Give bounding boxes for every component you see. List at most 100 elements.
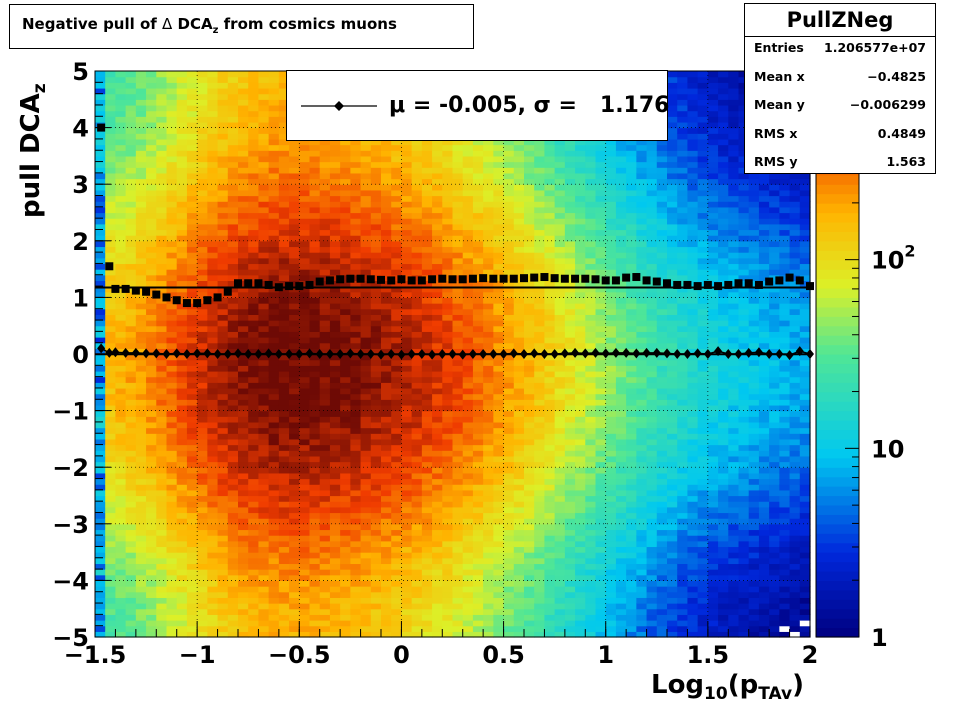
heatmap-cell (585, 354, 597, 361)
heatmap-cell (217, 167, 229, 174)
heatmap-cell (115, 472, 127, 480)
heatmap-cell (166, 235, 178, 242)
heatmap-cell (105, 574, 117, 581)
heatmap-cell (442, 178, 454, 185)
heatmap-cell (329, 223, 341, 231)
heatmap-cell (554, 201, 566, 208)
heatmap-cell (472, 240, 484, 248)
heatmap-cell (421, 308, 433, 315)
heatmap-cell (319, 495, 331, 502)
heatmap-cell (472, 150, 484, 157)
heatmap-cell (156, 127, 168, 134)
heatmap-cell (554, 240, 566, 248)
heatmap-cell (207, 104, 219, 112)
heatmap-cell (207, 263, 219, 270)
heatmap-cell (524, 348, 535, 355)
heatmap-cell (595, 472, 607, 480)
heatmap-cell (503, 286, 515, 293)
heatmap-cell (472, 523, 484, 531)
heatmap-cell (95, 461, 106, 468)
heatmap-cell (452, 286, 464, 293)
heatmap-cell (493, 529, 505, 536)
heatmap-cell (595, 580, 607, 587)
heatmap-cell (442, 257, 454, 265)
heatmap-cell (503, 455, 515, 463)
heatmap-cell (432, 580, 443, 587)
heatmap-cell (227, 501, 239, 508)
heatmap-cell (217, 235, 229, 242)
heatmap-cell (227, 246, 239, 253)
heatmap-cell (493, 472, 505, 480)
heatmap-cell (248, 303, 260, 310)
heatmap-cell (472, 348, 484, 355)
heatmap-cell (278, 172, 290, 180)
heatmap-cell (534, 161, 546, 168)
heatmap-cell (340, 399, 351, 406)
heatmap-cell (227, 76, 239, 83)
heatmap-cell (472, 472, 484, 480)
heatmap-cell (146, 518, 157, 525)
heatmap-cell (146, 320, 157, 327)
heatmap-cell (146, 325, 157, 332)
heatmap-cell (268, 557, 280, 565)
heatmap-cell (268, 82, 280, 89)
heatmap-cell (381, 269, 392, 276)
heatmap-cell (575, 297, 586, 304)
heatmap-cell (309, 167, 321, 174)
heatmap-cell (258, 506, 270, 514)
heatmap-cell (105, 603, 117, 610)
heatmap-cell (421, 614, 433, 621)
heatmap-cell (156, 348, 168, 355)
heatmap-cell (125, 467, 137, 474)
heatmap-cell (268, 235, 280, 242)
heatmap-cell (95, 246, 106, 253)
heatmap-cell (197, 529, 208, 536)
heatmap-cell (258, 489, 270, 497)
heatmap-cell (156, 427, 168, 434)
heatmap-cell (575, 540, 586, 548)
heatmap-cell (360, 563, 372, 570)
heatmap-cell (95, 274, 106, 282)
heatmap-cell (503, 370, 515, 378)
heatmap-cell (248, 269, 260, 276)
heatmap-cell (462, 501, 474, 508)
heatmap-cell (534, 314, 546, 321)
heatmap-cell (186, 540, 198, 548)
heatmap-cell (105, 625, 117, 632)
heatmap-cell (268, 167, 280, 174)
heatmap-cell (442, 597, 454, 604)
heatmap-cell (534, 246, 546, 253)
heatmap-cell (309, 235, 321, 242)
heatmap-cell (462, 212, 474, 219)
heatmap-cell (564, 438, 576, 446)
heatmap-cell (381, 399, 392, 406)
heatmap-cell (156, 206, 168, 214)
heatmap-cell (227, 410, 239, 417)
heatmap-cell (268, 387, 280, 395)
heatmap-cell (442, 467, 454, 474)
heatmap-cell (503, 586, 515, 593)
heatmap-cell (289, 540, 300, 548)
heatmap-cell (176, 133, 188, 140)
heatmap-cell (268, 359, 280, 366)
heatmap-cell (248, 280, 260, 287)
heatmap-cell (575, 337, 586, 344)
heatmap-cell (360, 472, 372, 480)
heatmap-cell (462, 138, 474, 146)
heatmap-cell (238, 563, 249, 570)
heatmap-cell (207, 308, 219, 315)
heatmap-cell (564, 320, 576, 327)
heatmap-cell (452, 212, 464, 219)
heatmap-cell (360, 201, 372, 208)
heatmap-cell (125, 472, 137, 480)
heatmap-cell (360, 467, 372, 474)
heatmap-cell (125, 189, 137, 197)
heatmap-cell (391, 614, 403, 621)
heatmap-cell (115, 557, 127, 565)
heatmap-cell (248, 150, 260, 157)
heatmap-cell (370, 597, 382, 604)
heatmap-cell (472, 337, 484, 344)
heatmap-cell (258, 110, 270, 117)
heatmap-cell (534, 387, 546, 395)
heatmap-cell (534, 354, 546, 361)
